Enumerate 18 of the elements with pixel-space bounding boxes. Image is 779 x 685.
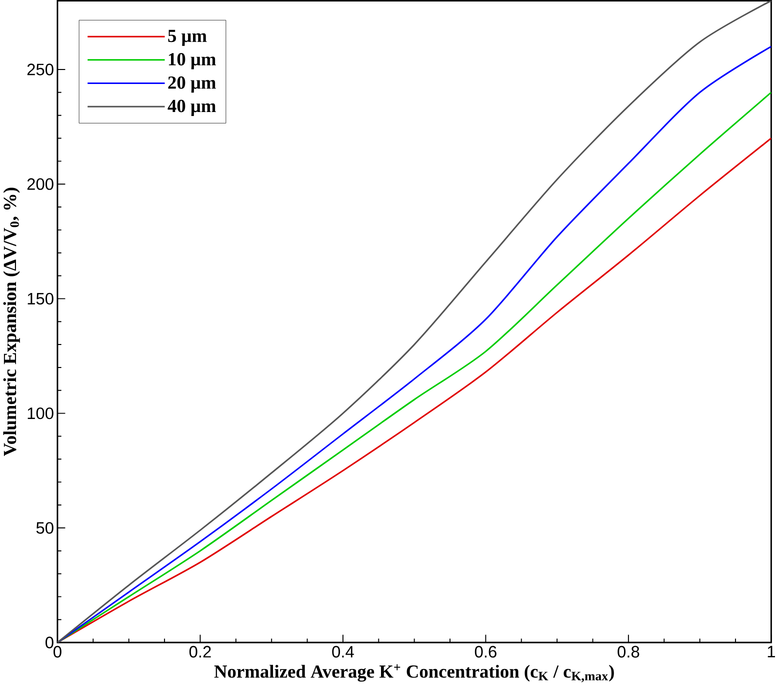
x-tick-label: 0.6: [474, 646, 496, 658]
y-tick-label: 0: [46, 636, 54, 648]
x-tick-label: 0.4: [332, 646, 354, 658]
y-axis-title: Volumetric Expansion (ΔV/V$_{0}$, %): [3, 188, 20, 456]
legend-label: 20 μm: [168, 76, 216, 92]
x-axis-title: Normalized Average K$^{+}$ Concentration (c$_{K}$ / c$_{K,max}$): [214, 664, 614, 682]
x-tick-label: 1: [768, 646, 775, 658]
x-tick-label: 0.8: [618, 646, 640, 658]
y-tick-label: 150: [28, 292, 54, 304]
y-tick-label: 200: [27, 178, 54, 190]
legend-label: 10 μm: [168, 52, 216, 69]
legend-label: 40 μm: [168, 100, 216, 116]
y-tick-label: 50: [36, 522, 54, 534]
x-tick-label: 0: [54, 646, 62, 658]
y-tick-label: 250: [27, 63, 54, 76]
y-tick-label: 100: [28, 407, 54, 419]
x-tick-label: 0.2: [189, 646, 211, 658]
legend-label: 5 μm: [168, 30, 207, 46]
